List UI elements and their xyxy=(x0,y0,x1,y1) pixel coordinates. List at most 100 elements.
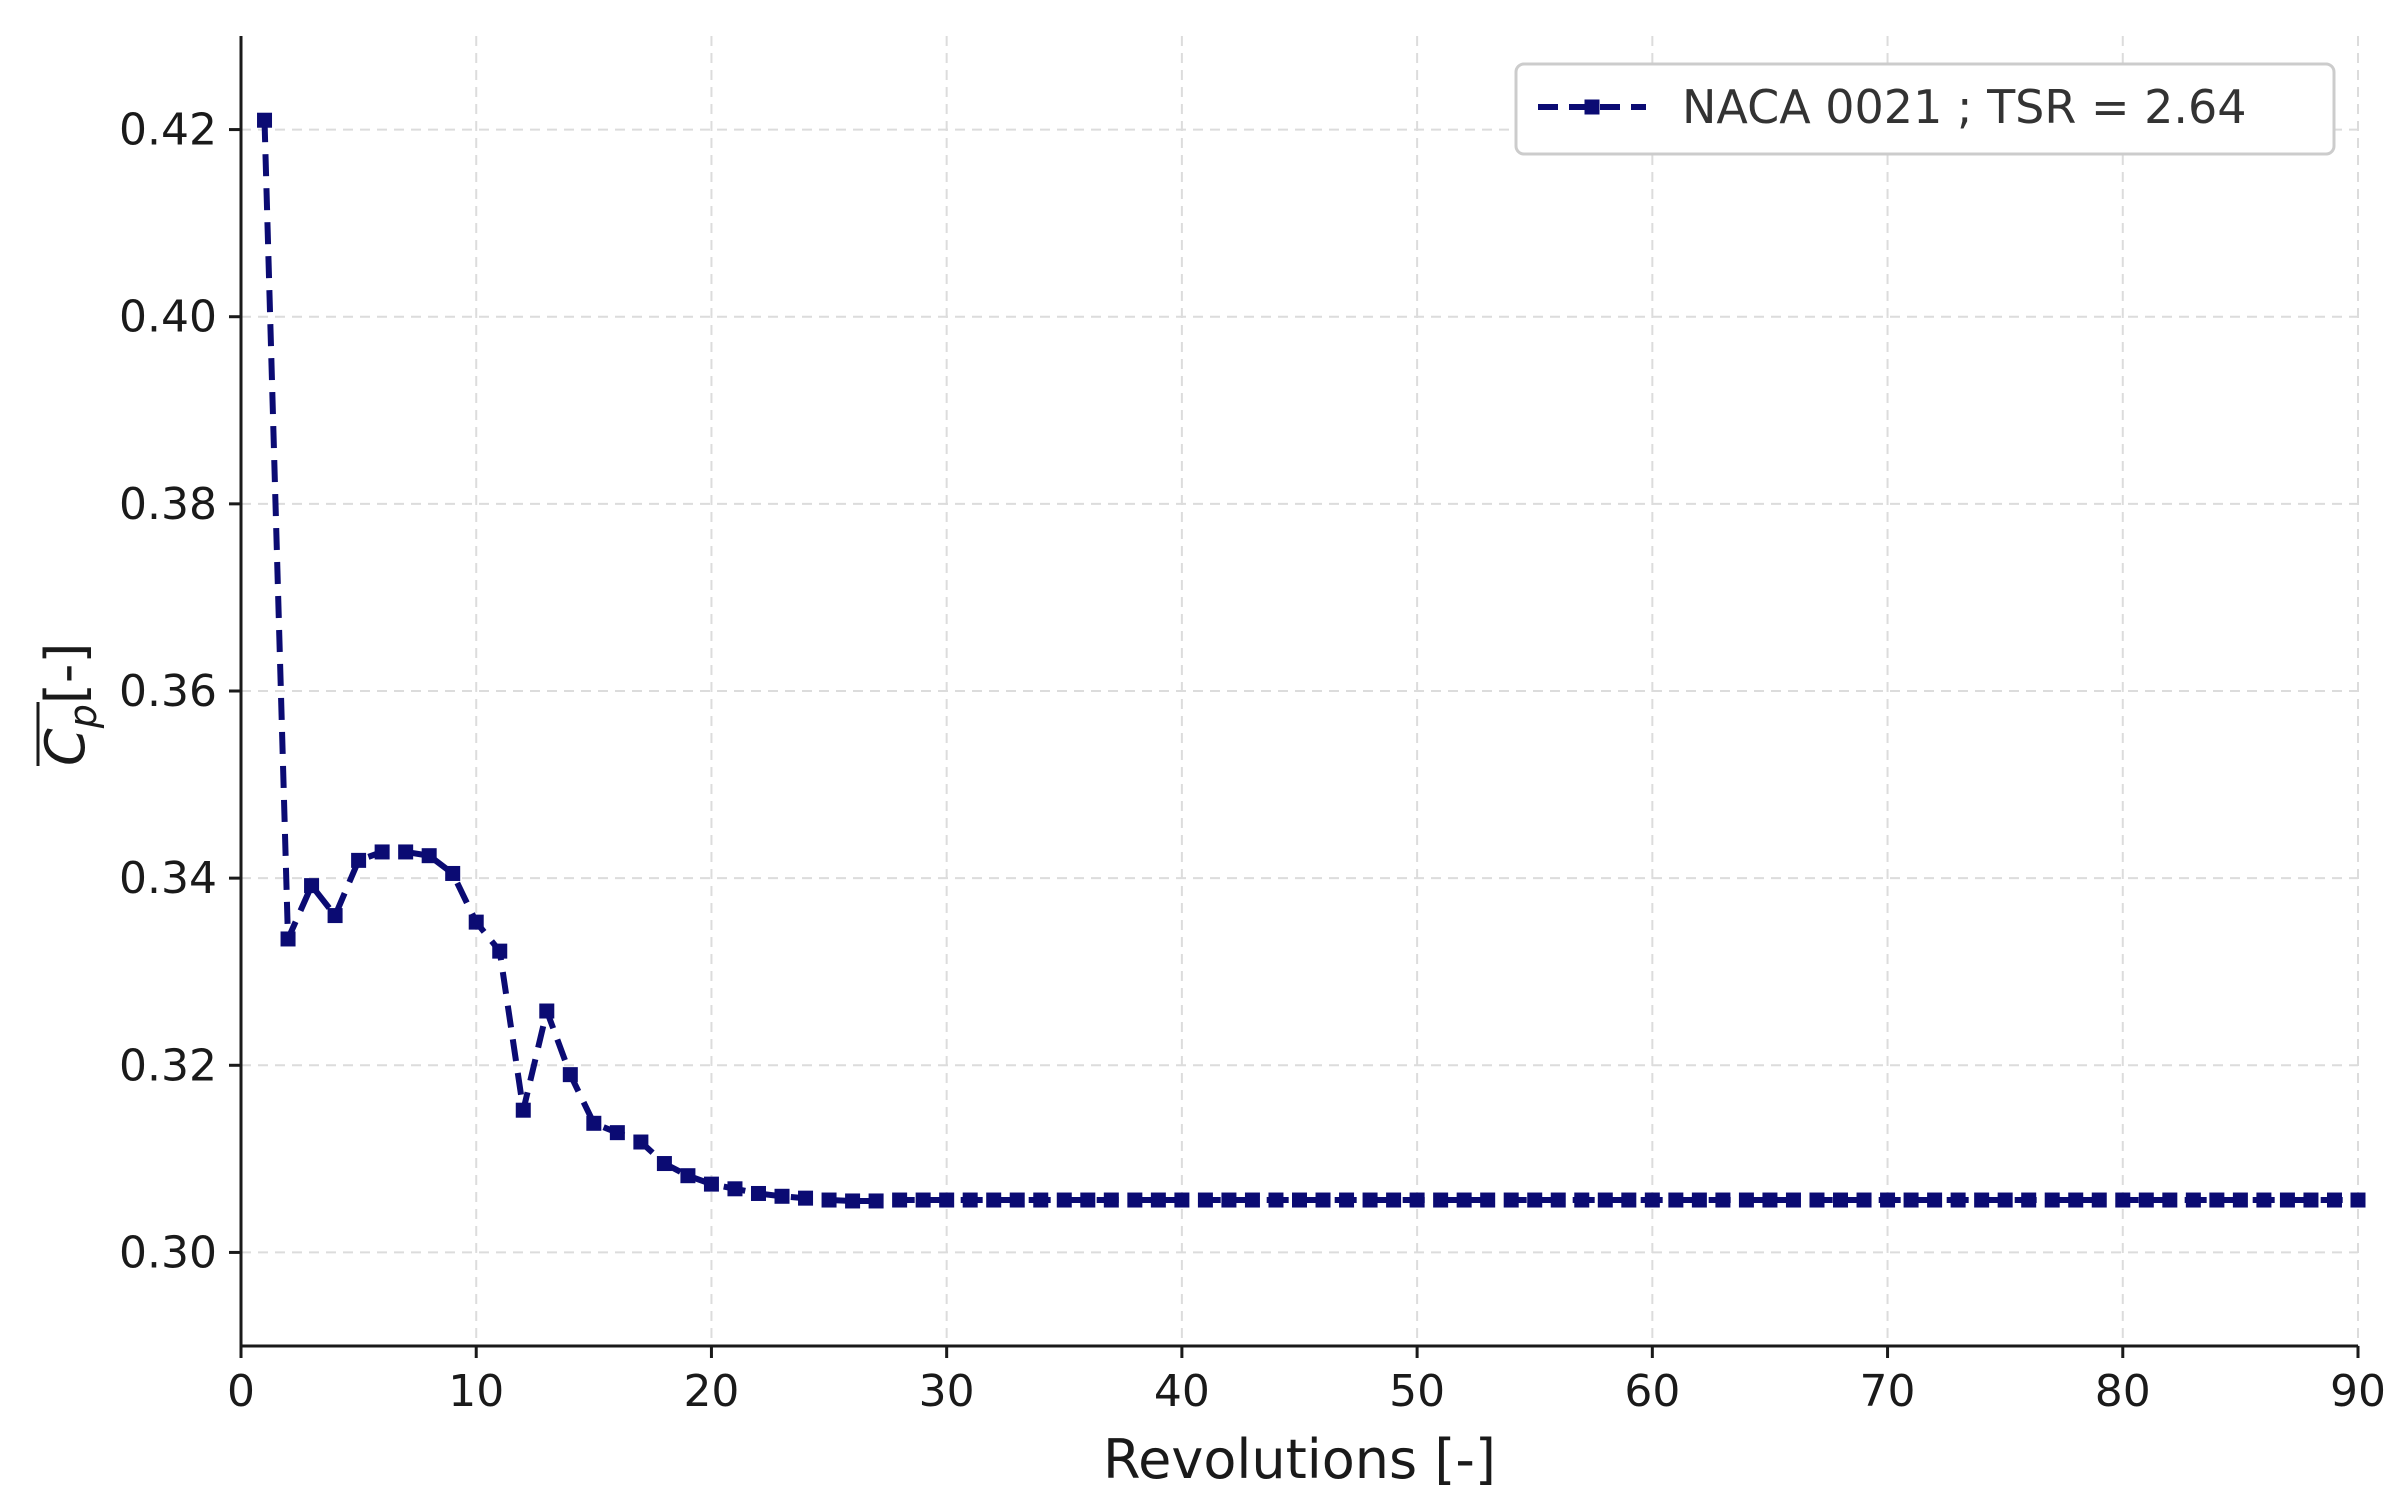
x-tick-label: 50 xyxy=(1389,1366,1445,1417)
y-tick-label: 0.36 xyxy=(119,666,217,717)
data-point xyxy=(798,1190,814,1206)
data-point xyxy=(1009,1192,1025,1208)
data-point xyxy=(1738,1192,1754,1208)
data-point xyxy=(421,848,437,864)
data-point xyxy=(2303,1192,2319,1208)
data-point xyxy=(2185,1192,2201,1208)
data-point xyxy=(1785,1192,1801,1208)
data-point xyxy=(1221,1192,1237,1208)
y-tick-label: 0.32 xyxy=(119,1040,217,1091)
x-tick-label: 20 xyxy=(683,1366,739,1417)
data-point xyxy=(1150,1192,1166,1208)
data-point xyxy=(1386,1192,1402,1208)
data-point xyxy=(1197,1192,1213,1208)
y-axis-title: Cp[-] xyxy=(34,643,105,766)
legend-box xyxy=(1514,62,2336,156)
y-tick-label: 0.38 xyxy=(119,479,217,530)
data-point xyxy=(1809,1192,1825,1208)
data-point xyxy=(1268,1192,1284,1208)
data-point xyxy=(727,1181,743,1197)
x-tick-label: 10 xyxy=(448,1366,504,1417)
data-point xyxy=(398,844,414,860)
data-point xyxy=(868,1193,884,1209)
data-point xyxy=(1550,1192,1566,1208)
y-tick-label: 0.34 xyxy=(119,853,217,904)
data-point xyxy=(1362,1192,1378,1208)
data-point xyxy=(1974,1192,1990,1208)
data-point xyxy=(2350,1192,2366,1208)
data-point xyxy=(1503,1192,1519,1208)
data-point xyxy=(1997,1192,2013,1208)
x-axis-ticks: 0 10 20 30 40 50 60 70 80 90 xyxy=(227,1346,2386,1417)
data-point xyxy=(445,865,461,881)
data-point xyxy=(1033,1192,1049,1208)
data-point xyxy=(1339,1192,1355,1208)
legend-marker-sample xyxy=(1584,99,1600,115)
data-point xyxy=(2021,1192,2037,1208)
data-point xyxy=(1292,1192,1307,1208)
data-point xyxy=(2256,1192,2272,1208)
data-point xyxy=(1574,1192,1590,1208)
data-point xyxy=(1127,1192,1143,1208)
data-point xyxy=(821,1192,837,1208)
data-point xyxy=(1691,1192,1707,1208)
data-point xyxy=(1927,1192,1943,1208)
data-point xyxy=(1880,1192,1896,1208)
series-layer xyxy=(257,112,2366,1209)
data-point xyxy=(750,1185,766,1201)
y-axis-ticks: 0.30 0.32 0.34 0.36 0.38 0.40 0.42 xyxy=(119,105,241,1278)
data-point xyxy=(609,1125,625,1141)
y-tick-label: 0.30 xyxy=(119,1227,217,1278)
y-axis-subscript: p xyxy=(61,704,105,729)
grid-lines xyxy=(241,36,2359,1346)
x-tick-label: 70 xyxy=(1860,1366,1916,1417)
data-point xyxy=(515,1102,531,1118)
x-axis-title: Revolutions [-] xyxy=(1103,1428,1496,1491)
data-point xyxy=(939,1192,955,1208)
data-point xyxy=(774,1188,790,1204)
data-point xyxy=(845,1193,861,1209)
data-point xyxy=(1480,1192,1496,1208)
data-point xyxy=(1715,1192,1731,1208)
data-point xyxy=(539,1003,555,1019)
data-point xyxy=(2044,1192,2060,1208)
legend-entry-label: NACA 0021 ; TSR = 2.64 xyxy=(1682,80,2247,134)
data-point xyxy=(2232,1192,2248,1208)
data-point xyxy=(1103,1192,1119,1208)
x-tick-label: 60 xyxy=(1624,1366,1680,1417)
series-line xyxy=(261,120,2358,1204)
data-point xyxy=(656,1156,672,1172)
data-point xyxy=(1315,1192,1331,1208)
data-point xyxy=(351,852,367,868)
data-point xyxy=(2162,1192,2178,1208)
data-point xyxy=(1668,1192,1684,1208)
x-tick-label: 90 xyxy=(2330,1366,2386,1417)
data-point xyxy=(492,943,508,959)
y-tick-label: 0.42 xyxy=(119,105,217,156)
data-point xyxy=(1950,1192,1966,1208)
data-point xyxy=(680,1168,696,1184)
data-point xyxy=(2279,1192,2295,1208)
data-point xyxy=(962,1192,978,1208)
data-point xyxy=(703,1176,719,1192)
data-point xyxy=(1833,1192,1849,1208)
data-point xyxy=(1621,1192,1637,1208)
data-point xyxy=(915,1192,931,1208)
data-point xyxy=(1597,1192,1613,1208)
data-point xyxy=(374,844,390,860)
data-point xyxy=(986,1192,1002,1208)
data-point xyxy=(2115,1192,2131,1208)
data-point xyxy=(280,931,296,947)
data-point xyxy=(1409,1192,1425,1208)
data-point xyxy=(892,1192,908,1208)
data-point xyxy=(586,1115,602,1131)
x-tick-label: 30 xyxy=(919,1366,975,1417)
data-point xyxy=(327,908,343,924)
data-point xyxy=(1856,1192,1872,1208)
x-tick-label: 80 xyxy=(2095,1366,2151,1417)
data-point xyxy=(304,878,320,894)
data-point xyxy=(1080,1192,1096,1208)
data-point xyxy=(1456,1192,1472,1208)
data-point xyxy=(1244,1192,1260,1208)
data-point xyxy=(257,112,273,128)
